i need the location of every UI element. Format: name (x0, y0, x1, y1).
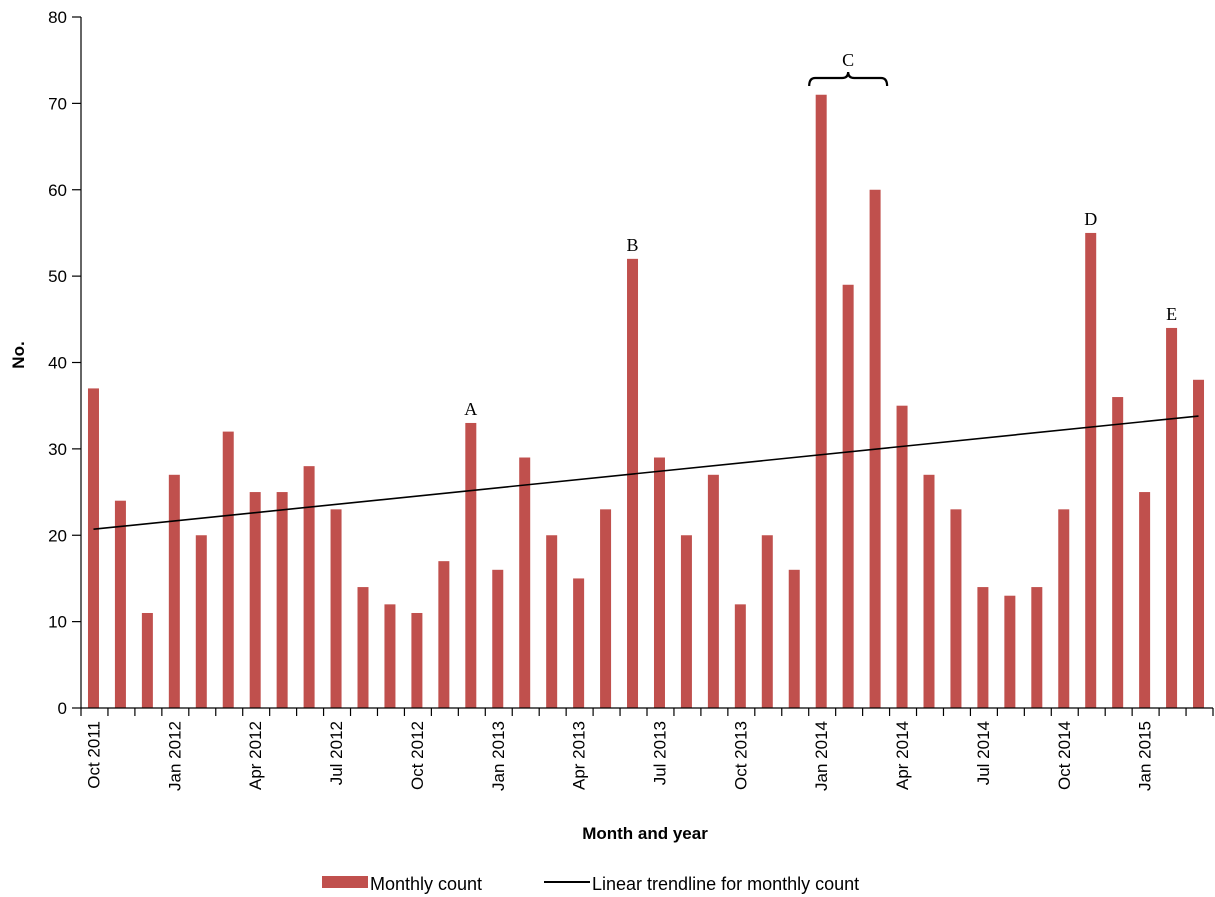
x-axis: Oct 2011 Jan 2012 Apr 2012 Jul 2012 Oct 2012… (80, 707, 1214, 791)
y-axis: 0 10 20 30 40 50 60 70 80 (48, 8, 82, 718)
x-tick-label: Jan 2014 (812, 721, 831, 791)
bar-nov-2012 (438, 561, 450, 708)
bar-jan-2014 (815, 94, 827, 709)
bar-sep-2013 (707, 474, 719, 708)
bar-feb-2015 (1166, 327, 1178, 708)
legend: Monthly count Linear trendline for month… (322, 874, 859, 894)
trendline (93, 415, 1199, 530)
bars-layer (87, 94, 1205, 709)
bar-jun-2014 (950, 509, 962, 708)
bar-feb-2012 (195, 535, 207, 708)
annotation-label-c: C (842, 50, 854, 70)
y-tick-label: 70 (48, 94, 67, 113)
bar-jul-2012 (330, 509, 342, 708)
bar-jan-2015 (1139, 492, 1151, 708)
x-tick-label: Jul 2012 (327, 721, 346, 785)
bar-feb-2013 (519, 457, 531, 708)
annotation-label-e: E (1166, 304, 1177, 324)
bar-mar-2015 (1193, 379, 1205, 708)
legend-swatch-monthly-count (322, 876, 368, 888)
bar-apr-2014 (896, 405, 908, 708)
bar-may-2012 (276, 492, 288, 708)
bar-jan-2013 (492, 569, 504, 708)
y-tick-label: 10 (48, 613, 67, 632)
annotation-label-d: D (1084, 209, 1097, 229)
x-tick-label: Jan 2015 (1136, 721, 1155, 791)
x-tick-label: Jan 2013 (489, 721, 508, 791)
bar-dec-2014 (1112, 397, 1124, 708)
y-tick-label: 80 (48, 8, 67, 27)
bar-feb-2014 (842, 284, 854, 708)
bar-jul-2014 (977, 587, 989, 708)
x-tick-label: Apr 2014 (893, 721, 912, 790)
y-tick-label: 60 (48, 181, 67, 200)
bar-dec-2013 (788, 569, 800, 708)
x-tick-label: Oct 2013 (731, 721, 750, 790)
y-tick-label: 50 (48, 267, 67, 286)
bar-may-2014 (923, 474, 935, 708)
bar-mar-2012 (222, 431, 234, 708)
bar-dec-2011 (141, 612, 153, 708)
annotations-layer: A B C D E (464, 50, 1177, 419)
bar-jul-2013 (653, 457, 665, 708)
bar-aug-2013 (680, 535, 692, 708)
bar-mar-2013 (546, 535, 558, 708)
bar-oct-2013 (734, 604, 746, 708)
y-tick-label: 20 (48, 526, 67, 545)
y-tick-label: 0 (58, 699, 67, 718)
trendline-layer (93, 415, 1199, 530)
bar-nov-2013 (761, 535, 773, 708)
y-tick-label: 40 (48, 354, 67, 373)
x-tick-label: Oct 2014 (1055, 721, 1074, 790)
bar-dec-2012 (465, 422, 477, 708)
bar-sep-2012 (384, 604, 396, 708)
bar-oct-2014 (1058, 509, 1070, 708)
bar-jun-2012 (303, 466, 315, 708)
bar-jan-2012 (168, 474, 180, 708)
bar-jun-2013 (627, 258, 639, 708)
x-tick-label: Jan 2012 (165, 721, 184, 791)
bar-aug-2012 (357, 587, 369, 708)
legend-label-trendline: Linear trendline for monthly count (592, 874, 859, 894)
x-tick-label: Apr 2012 (246, 721, 265, 790)
bar-nov-2011 (114, 500, 126, 708)
bar-may-2013 (600, 509, 612, 708)
bar-apr-2012 (249, 492, 261, 708)
y-tick-label: 30 (48, 440, 67, 459)
x-tick-label: Oct 2011 (84, 721, 103, 789)
x-tick-label: Jul 2014 (974, 721, 993, 785)
bar-nov-2014 (1085, 232, 1097, 708)
x-tick-label: Apr 2013 (570, 721, 589, 790)
bar-oct-2012 (411, 612, 423, 708)
bar-aug-2014 (1004, 595, 1016, 708)
annotation-bracket-c (808, 71, 889, 87)
x-tick-label: Jul 2013 (650, 721, 669, 785)
legend-label-monthly-count: Monthly count (370, 874, 482, 894)
annotation-label-a: A (464, 399, 477, 419)
x-tick-label: Oct 2012 (408, 721, 427, 790)
bar-apr-2013 (573, 578, 585, 708)
bar-sep-2014 (1031, 587, 1043, 708)
y-axis-title: No. (9, 341, 28, 368)
annotation-label-b: B (627, 235, 639, 255)
x-axis-title: Month and year (582, 824, 708, 843)
bar-oct-2011 (87, 388, 99, 708)
